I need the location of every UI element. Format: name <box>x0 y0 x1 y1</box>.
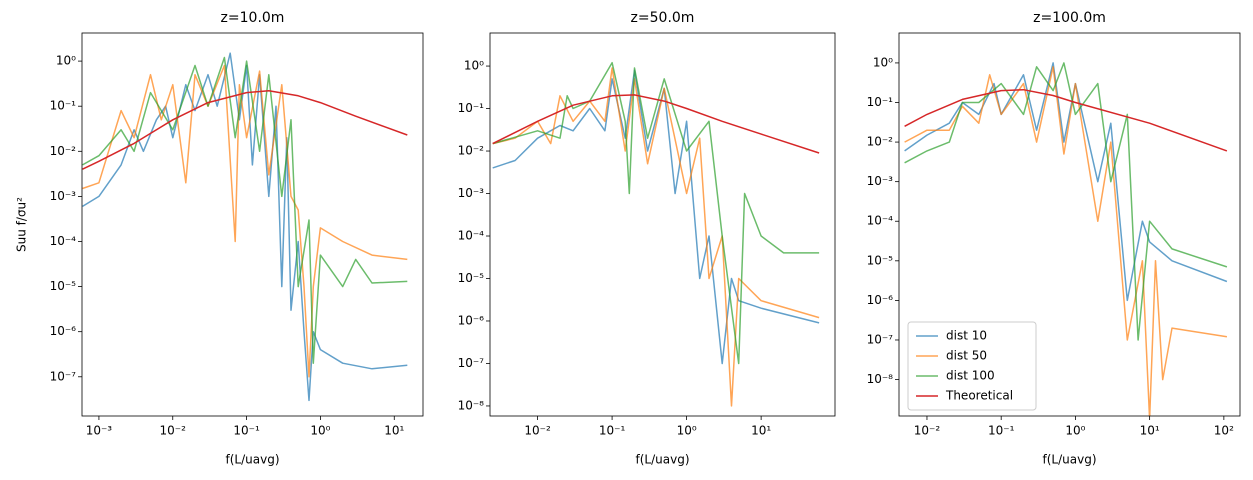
x-tick-label: 10⁻¹ <box>988 424 1015 438</box>
data-line <box>82 90 408 170</box>
x-axis-label: f(L/uavg) <box>226 453 280 467</box>
x-axis-label: f(L/uavg) <box>636 453 690 467</box>
axes-frame <box>898 32 1241 417</box>
y-axis-label: Suu f/σu² <box>15 197 29 252</box>
x-tick-label: 10⁻¹ <box>599 424 626 438</box>
legend-label: dist 10 <box>946 329 987 343</box>
y-tick-label: 10⁻⁴ <box>867 214 894 228</box>
legend-label: Theoretical <box>945 389 1013 403</box>
x-tick-label: 10¹ <box>384 424 404 438</box>
y-tick-label: 10⁻⁵ <box>867 253 894 267</box>
x-tick-label: 10⁻² <box>914 424 941 438</box>
data-line <box>904 62 1228 302</box>
plot-area <box>492 61 820 407</box>
data-line <box>82 64 408 378</box>
data-line <box>492 69 820 365</box>
legend-label: dist 50 <box>946 349 987 363</box>
y-tick-label: 10⁻³ <box>458 186 485 200</box>
plot-area <box>904 62 1228 416</box>
y-tick-label: 10⁻⁵ <box>50 279 77 293</box>
data-line <box>492 94 820 154</box>
y-tick-label: 10⁻⁵ <box>458 271 485 285</box>
plot-area <box>82 52 408 402</box>
data-line <box>82 56 408 364</box>
x-tick-label: 10⁻³ <box>86 424 113 438</box>
y-tick-label: 10⁻¹ <box>867 95 894 109</box>
y-tick-label: 10⁻² <box>867 135 894 149</box>
x-tick-label: 10⁰ <box>677 424 697 438</box>
x-tick-label: 10¹ <box>1140 424 1160 438</box>
x-tick-label: 10⁰ <box>1065 424 1085 438</box>
y-tick-label: 10⁻¹ <box>458 101 485 115</box>
x-tick-label: 10¹ <box>751 424 771 438</box>
y-tick-label: 10⁻³ <box>50 189 77 203</box>
axes-frame <box>81 32 424 417</box>
axes-frame <box>489 32 836 417</box>
y-tick-label: 10⁻⁴ <box>458 229 485 243</box>
y-tick-label: 10⁻² <box>458 144 485 158</box>
y-tick-label: 10⁰ <box>464 59 484 73</box>
x-tick-label: 10⁻¹ <box>233 424 260 438</box>
y-tick-label: 10⁻⁶ <box>50 324 77 338</box>
y-tick-label: 10⁻⁶ <box>458 313 485 327</box>
data-line <box>82 52 408 402</box>
data-line <box>904 62 1228 341</box>
data-line <box>904 66 1228 416</box>
y-tick-label: 10⁻⁷ <box>458 356 485 370</box>
chart-title: z=10.0m <box>221 10 285 26</box>
x-axis-label: f(L/uavg) <box>1043 453 1097 467</box>
y-tick-label: 10⁰ <box>56 54 76 68</box>
legend-box <box>907 321 1037 411</box>
y-tick-label: 10⁻³ <box>867 174 894 188</box>
legend-label: dist 100 <box>946 369 995 383</box>
y-tick-label: 10⁰ <box>873 55 893 69</box>
data-line <box>904 88 1228 152</box>
y-tick-label: 10⁻⁶ <box>867 293 894 307</box>
y-tick-label: 10⁻⁷ <box>867 332 894 346</box>
chart-title: z=50.0m <box>631 10 695 26</box>
y-tick-label: 10⁻² <box>50 144 77 158</box>
y-tick-label: 10⁻⁸ <box>867 372 894 386</box>
y-tick-label: 10⁻⁸ <box>458 398 485 412</box>
chart-title: z=100.0m <box>1033 10 1106 26</box>
x-tick-label: 10⁻² <box>524 424 551 438</box>
y-tick-label: 10⁻⁷ <box>50 369 77 383</box>
y-tick-label: 10⁻¹ <box>50 99 77 113</box>
y-tick-label: 10⁻⁴ <box>50 234 77 248</box>
data-line <box>492 61 820 365</box>
x-tick-label: 10⁻² <box>160 424 187 438</box>
x-tick-label: 10² <box>1214 424 1234 438</box>
x-tick-label: 10⁰ <box>310 424 330 438</box>
